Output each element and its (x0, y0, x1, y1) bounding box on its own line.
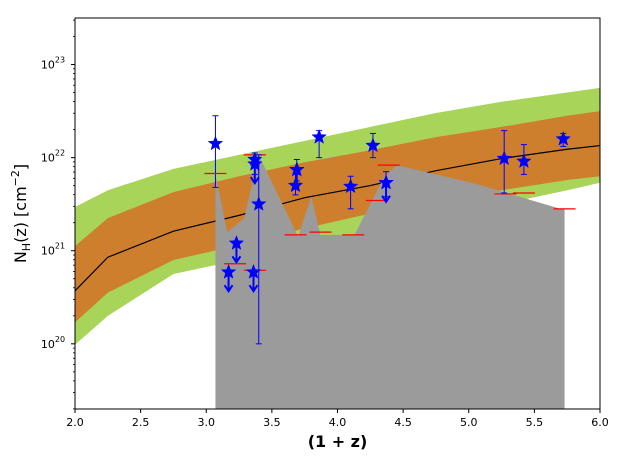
x-axis-label: (1 + z) (308, 432, 368, 451)
data-star (365, 137, 381, 153)
data-star (247, 155, 263, 171)
x-tick-label: 3.0 (198, 416, 216, 429)
y-axis-ticks: 1020 1021 1022 1023 (41, 19, 75, 410)
y-axis-label: NH(z) [cm−2] (9, 164, 33, 263)
x-tick-label: 6.0 (591, 416, 609, 429)
x-tick-label: 2.5 (132, 416, 150, 429)
data-star (378, 174, 394, 190)
gray-polygon (215, 154, 565, 409)
down-arrow-head (223, 284, 234, 293)
detection-stars (207, 128, 572, 279)
y-tick-label: 1022 (41, 149, 65, 165)
x-tick-label: 4.0 (329, 416, 347, 429)
x-tick-label: 3.5 (263, 416, 281, 429)
down-arrow-head (248, 284, 259, 293)
data-star (289, 161, 305, 177)
median-curve (74, 144, 601, 292)
data-star (516, 153, 532, 168)
data-star (220, 263, 237, 279)
data-star (228, 235, 245, 250)
down-arrow-head (231, 255, 242, 265)
x-tick-label: 5.0 (460, 416, 478, 429)
data-star (496, 150, 512, 166)
x-tick-label: 2.0 (66, 416, 84, 429)
upper-limit-ticks (204, 154, 576, 271)
inner-band (75, 111, 600, 323)
down-arrow-head (249, 176, 260, 185)
x-tick-label: 4.5 (394, 416, 412, 429)
data-star (207, 135, 224, 151)
data-star (555, 130, 572, 146)
confidence-bands (75, 87, 600, 345)
gray-area (215, 154, 565, 409)
y-tick-label: 1023 (41, 56, 65, 72)
error-bars (212, 115, 567, 345)
median-line (74, 144, 601, 292)
data-star (311, 128, 327, 144)
data-star (245, 263, 262, 279)
data-star (250, 195, 267, 211)
data-star (287, 177, 304, 193)
x-axis-ticks: 2.0 2.5 3.0 3.5 4.0 4.5 5.0 5.5 6.0 (66, 409, 609, 429)
data-star (342, 178, 359, 194)
x-tick-label: 5.5 (526, 416, 544, 429)
y-tick-label: 1020 (41, 335, 65, 351)
down-arrow-head (381, 195, 391, 204)
y-tick-label: 1021 (41, 242, 65, 258)
